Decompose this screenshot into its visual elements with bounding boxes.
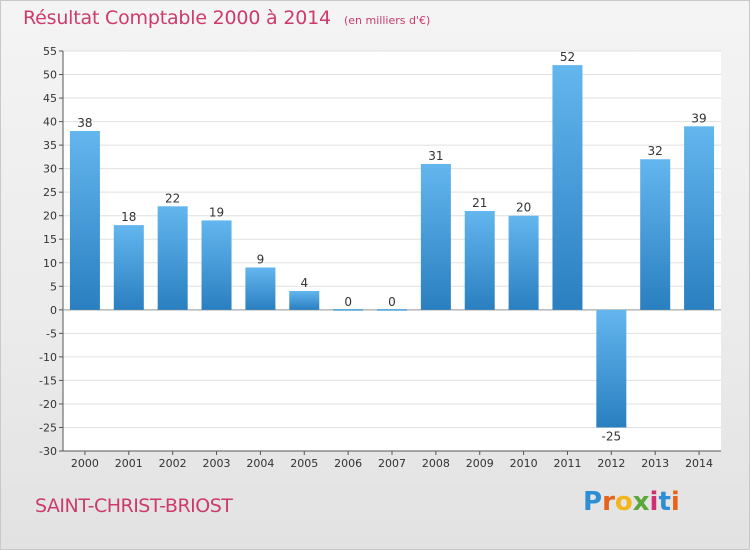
x-tick-label: 2008 (422, 457, 450, 470)
data-label: 0 (344, 295, 352, 309)
x-tick-label: 2006 (334, 457, 362, 470)
y-tick-label: 55 (43, 45, 57, 58)
x-tick-label: 2012 (597, 457, 625, 470)
data-label: 9 (257, 252, 265, 266)
y-tick-label: 20 (43, 210, 57, 223)
x-tick-label: 2004 (246, 457, 274, 470)
data-label: 20 (516, 201, 531, 215)
x-tick-label: 2013 (641, 457, 669, 470)
bar-chart: 5550454035302520151050-5-10-15-20-25-302… (39, 45, 721, 470)
logo-letter: r (602, 487, 615, 517)
x-tick-label: 2007 (378, 457, 406, 470)
logo-letter: P (583, 487, 603, 517)
y-tick-label: -15 (39, 374, 57, 387)
logo-letter: t (658, 487, 671, 517)
title-row: Résultat Comptable 2000 à 2014 (en milli… (23, 7, 430, 29)
chart-subtitle: (en milliers d'€) (343, 14, 431, 27)
logo-letter: i (649, 487, 659, 517)
data-label: 32 (648, 144, 663, 158)
bar (377, 309, 407, 311)
logo-letter: i (670, 487, 680, 517)
data-label: 0 (388, 295, 396, 309)
x-tick-label: 2003 (203, 457, 231, 470)
x-tick-label: 2005 (290, 457, 318, 470)
data-label: 39 (691, 111, 706, 125)
logo-letter: o (614, 487, 633, 517)
y-tick-label: -10 (39, 351, 57, 364)
bar (464, 211, 495, 310)
y-tick-label: -20 (39, 398, 57, 411)
x-tick-label: 2010 (510, 457, 538, 470)
bar (245, 267, 276, 310)
chart-title: Résultat Comptable 2000 à 2014 (23, 7, 331, 29)
bar (420, 163, 451, 310)
y-tick-label: 10 (43, 257, 57, 270)
x-tick-label: 2009 (466, 457, 494, 470)
x-tick-label: 2001 (115, 457, 143, 470)
data-label: 31 (428, 149, 443, 163)
bar (201, 220, 232, 310)
bar (508, 215, 539, 310)
proxiti-logo[interactable]: Proxiti (583, 487, 680, 517)
x-tick-label: 2002 (159, 457, 187, 470)
data-label: 4 (300, 276, 308, 290)
data-label: 19 (209, 205, 224, 219)
x-tick-label: 2000 (71, 457, 99, 470)
y-tick-label: 40 (43, 116, 57, 129)
y-tick-label: 50 (43, 69, 57, 82)
y-tick-label: 15 (43, 233, 57, 246)
y-tick-label: 0 (50, 304, 57, 317)
y-tick-label: 45 (43, 92, 57, 105)
bar (113, 225, 144, 310)
data-label: 38 (77, 116, 92, 130)
bar (640, 159, 671, 310)
y-tick-label: 5 (50, 280, 57, 293)
commune-name: SAINT-CHRIST-BRIOST (35, 495, 233, 517)
x-tick-label: 2014 (685, 457, 713, 470)
bar (289, 291, 320, 310)
y-tick-label: 30 (43, 163, 57, 176)
y-tick-label: -30 (39, 445, 57, 458)
data-label: 21 (472, 196, 487, 210)
x-tick-label: 2011 (553, 457, 581, 470)
logo-letter: x (632, 487, 650, 517)
y-tick-label: 25 (43, 186, 57, 199)
y-tick-label: -5 (46, 327, 57, 340)
data-label: 22 (165, 191, 180, 205)
bar (69, 131, 100, 310)
y-tick-label: -25 (39, 421, 57, 434)
data-label: 18 (121, 210, 136, 224)
bar (596, 309, 627, 428)
bar (552, 65, 583, 310)
bar (684, 126, 715, 310)
y-tick-label: 35 (43, 139, 57, 152)
bar (333, 309, 364, 311)
bar (157, 206, 188, 310)
data-label: 52 (560, 50, 575, 64)
data-label: -25 (602, 429, 622, 443)
